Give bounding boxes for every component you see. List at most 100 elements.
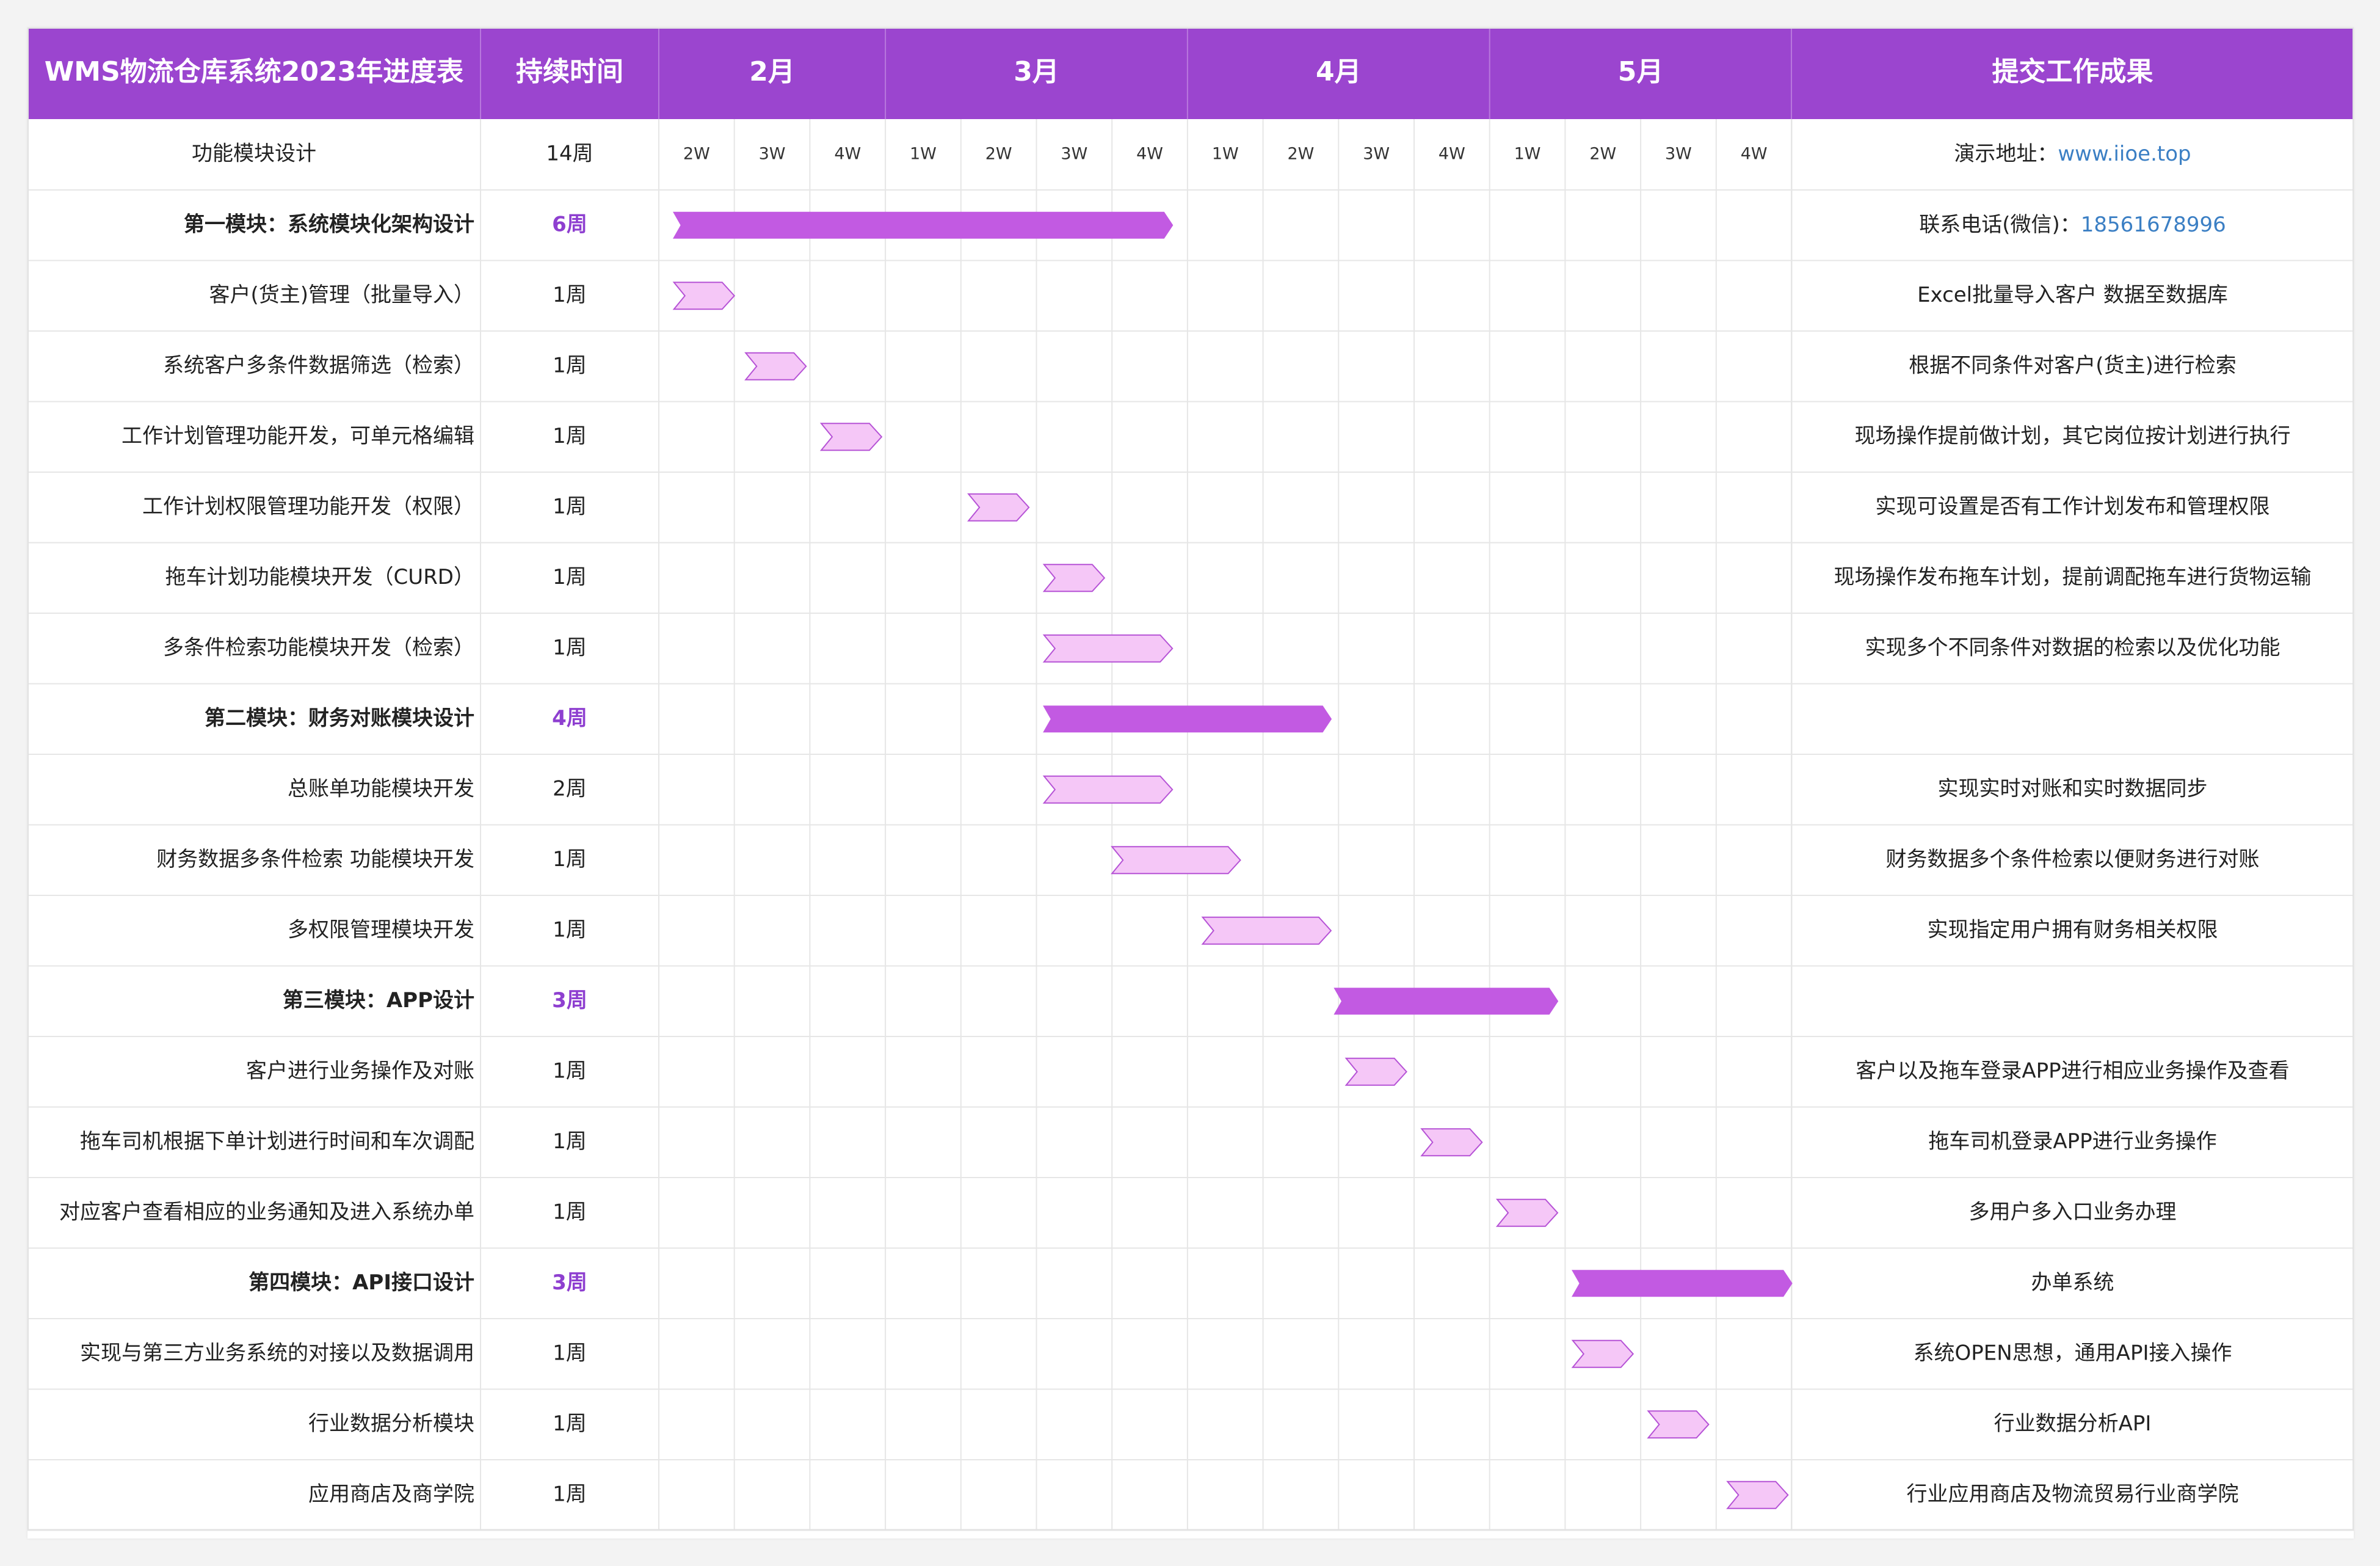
task-bar [1420,1128,1483,1157]
task-result: 现场操作发布拖车计划，提前调配拖车进行货物运输 [1834,565,2312,589]
task-name: 客户(货主)管理（批量导入） [209,283,474,307]
task-name: 工作计划权限管理功能开发（权限） [142,494,474,519]
contact-label: 联系电话(微信)： [1919,212,2081,236]
task-result: 现场操作提前做计划，其它岗位按计划进行执行 [1855,424,2291,448]
task-name: 财务数据多条件检索 功能模块开发 [156,847,474,872]
task-bar [1201,916,1332,945]
group-bar [1043,705,1332,733]
subheader-name: 功能模块设计 [192,142,316,166]
week-label: 1W [910,145,937,164]
task-duration: 1周 [553,1482,587,1506]
task-result: 客户以及拖车登录APP进行相应业务操作及查看 [1856,1058,2289,1083]
week-label: 4W [834,145,861,164]
task-duration: 2周 [553,776,587,801]
group-name: 第四模块：API接口设计 [249,1270,474,1295]
header-deliverable: 提交工作成果 [1992,56,2153,87]
task-name: 实现与第三方业务系统的对接以及数据调用 [80,1341,474,1365]
header-month: 3月 [1014,56,1059,87]
task-name: 总账单功能模块开发 [288,776,474,801]
task-result: Excel批量导入客户 数据至数据库 [1917,283,2228,307]
task-name: 客户进行业务操作及对账 [246,1058,474,1083]
group-name: 第二模块：财务对账模块设计 [205,706,474,730]
week-label: 4W [1439,145,1465,164]
task-duration: 1周 [553,1341,587,1365]
week-label: 1W [1212,145,1239,164]
task-result: 根据不同条件对客户(货主)进行检索 [1909,353,2237,377]
task-result: 办单系统 [2031,1270,2114,1295]
week-label: 3W [759,145,786,164]
task-duration: 1周 [553,1129,587,1154]
contact-phone-link[interactable]: 18561678996 [2081,212,2226,236]
header-background [27,27,2354,119]
week-label: 2W [985,145,1012,164]
header-month: 2月 [749,56,795,87]
week-label: 3W [1665,145,1692,164]
task-result: 财务数据多个条件检索以便财务进行对账 [1886,847,2260,872]
task-duration: 1周 [553,917,587,942]
gantt-svg: WMS物流仓库系统2023年进度表 持续时间 2月 3月 4月 5月 提交工作成果功能模块设… [27,27,2354,1531]
task-bar [672,282,736,310]
task-duration: 1周 [553,1200,587,1224]
group-name: 第三模块：APP设计 [283,988,474,1013]
task-name: 工作计划管理功能开发，可单元格编辑 [122,424,474,448]
task-name: 行业数据分析模块 [308,1411,474,1436]
subheader-deliverable: 演示地址：www.iioe.top [1954,142,2191,166]
task-duration: 6周 [552,212,587,236]
task-result: 多用户多入口业务办理 [1969,1200,2177,1224]
task-name: 多权限管理模块开发 [288,917,474,942]
task-result: 实现实时对账和实时数据同步 [1938,776,2208,801]
task-result: 联系电话(微信)：18561678996 [1919,212,2226,236]
gantt-chart: WMS物流仓库系统2023年进度表 持续时间 2月 3月 4月 5月 提交工作成果功能模块设… [27,27,2354,1539]
header-title: WMS物流仓库系统2023年进度表 [45,56,463,87]
group-name: 第一模块：系统模块化架构设计 [184,212,474,236]
task-duration: 4周 [552,706,587,730]
task-result: 实现多个不同条件对数据的检索以及优化功能 [1865,635,2280,660]
week-label: 4W [1741,145,1768,164]
task-result: 行业数据分析API [1994,1411,2152,1436]
header-month: 4月 [1316,56,1362,87]
task-bar [1495,1198,1559,1227]
task-duration: 1周 [553,353,587,377]
task-bar [1571,1339,1634,1368]
group-bar [1572,1270,1793,1297]
task-duration: 3周 [552,1270,587,1295]
task-result: 系统OPEN思想，通用API接入操作 [1914,1341,2232,1365]
week-label: 2W [683,145,710,164]
task-duration: 1周 [553,847,587,872]
task-bar [1111,846,1241,875]
table-border [27,27,2354,1531]
task-name: 对应客户查看相应的业务通知及进入系统办单 [59,1200,474,1224]
demo-address-link[interactable]: www.iioe.top [2058,142,2191,166]
task-name: 系统客户多条件数据筛选（检索） [163,353,474,377]
task-name: 应用商店及商学院 [308,1482,474,1506]
task-duration: 1周 [553,424,587,448]
week-label: 1W [1514,145,1541,164]
task-bar [1042,564,1106,592]
task-result: 实现可设置是否有工作计划发布和管理权限 [1876,494,2270,519]
task-bar [819,423,883,451]
header-month: 5月 [1618,56,1664,87]
week-label: 2W [1288,145,1315,164]
task-bar [1647,1410,1710,1439]
group-bar [1333,988,1559,1015]
task-bar [967,493,1030,522]
week-label: 3W [1061,145,1087,164]
task-name: 多条件检索功能模块开发（检索） [163,635,474,660]
task-result: 行业应用商店及物流贸易行业商学院 [1907,1482,2239,1506]
task-duration: 1周 [553,1411,587,1436]
task-result: 实现指定用户拥有财务相关权限 [1928,917,2218,942]
week-label: 3W [1363,145,1390,164]
task-duration: 3周 [552,988,587,1013]
task-duration: 1周 [553,635,587,660]
task-name: 拖车司机根据下单计划进行时间和车次调配 [80,1129,474,1154]
task-bar [1042,775,1174,804]
subheader-duration: 14周 [546,142,593,166]
task-bar [1726,1480,1789,1509]
task-bar [1344,1057,1407,1086]
group-bar [673,211,1174,239]
week-label: 4W [1136,145,1163,164]
task-name: 拖车计划功能模块开发（CURD） [165,565,474,589]
header-duration: 持续时间 [516,56,623,87]
task-bar [744,352,807,381]
task-duration: 1周 [553,283,587,307]
